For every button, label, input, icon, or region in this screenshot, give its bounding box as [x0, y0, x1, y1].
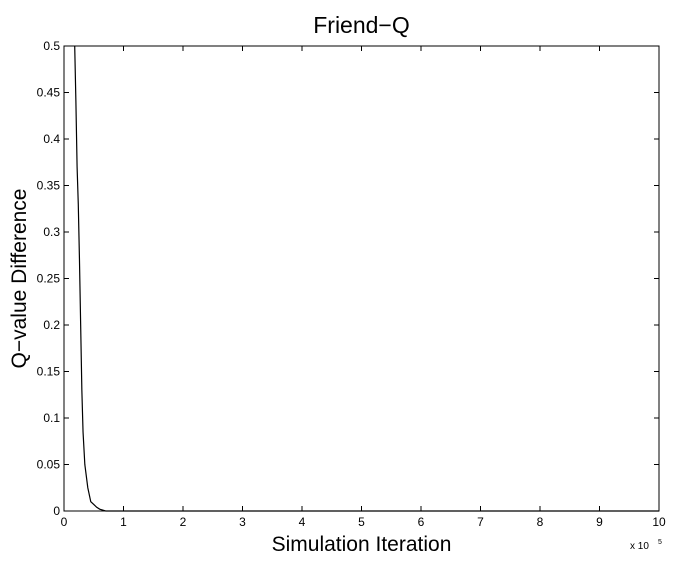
x-tick-label: 3 [239, 515, 246, 529]
y-tick-label: 0.4 [43, 132, 60, 146]
x-tick-label: 1 [120, 515, 127, 529]
y-tick-label: 0.2 [43, 318, 60, 332]
x-tick-label: 0 [61, 515, 68, 529]
y-tick-label: 0.1 [43, 411, 60, 425]
y-tick-label: 0.45 [37, 86, 61, 100]
chart-title: Friend−Q [313, 12, 410, 38]
series-line [74, 45, 659, 512]
y-tick-label: 0.25 [37, 272, 61, 286]
y-tick-label: 0.5 [43, 39, 60, 53]
x-tick-label: 4 [299, 515, 306, 529]
x-tick-label: 10 [652, 515, 666, 529]
plot-area [63, 45, 660, 512]
x-tick-label: 2 [180, 515, 187, 529]
x-tick-label: 5 [358, 515, 365, 529]
ticks [63, 45, 660, 512]
y-tick-label: 0.15 [37, 365, 61, 379]
series [74, 45, 659, 512]
y-tick-label: 0.05 [37, 458, 61, 472]
x-axis-label: Simulation Iteration [272, 533, 452, 556]
x-axis-multiplier: x 10 [630, 541, 649, 552]
x-tick-label: 9 [596, 515, 603, 529]
tick-labels: 0 1 2 3 4 5 6 7 8 9 10 0 0.05 0.1 0.15 0.2 0.25 0.3 0.35 0.… [37, 39, 666, 529]
y-tick-label: 0 [53, 504, 60, 518]
x-tick-label: 6 [418, 515, 425, 529]
x-tick-label: 7 [477, 515, 484, 529]
x-tick-label: 8 [537, 515, 544, 529]
y-tick-label: 0.35 [37, 179, 61, 193]
y-tick-label: 0.3 [43, 225, 60, 239]
y-axis-label: Q−value Difference [8, 189, 31, 369]
x-axis-multiplier-exponent: 5 [658, 539, 662, 546]
